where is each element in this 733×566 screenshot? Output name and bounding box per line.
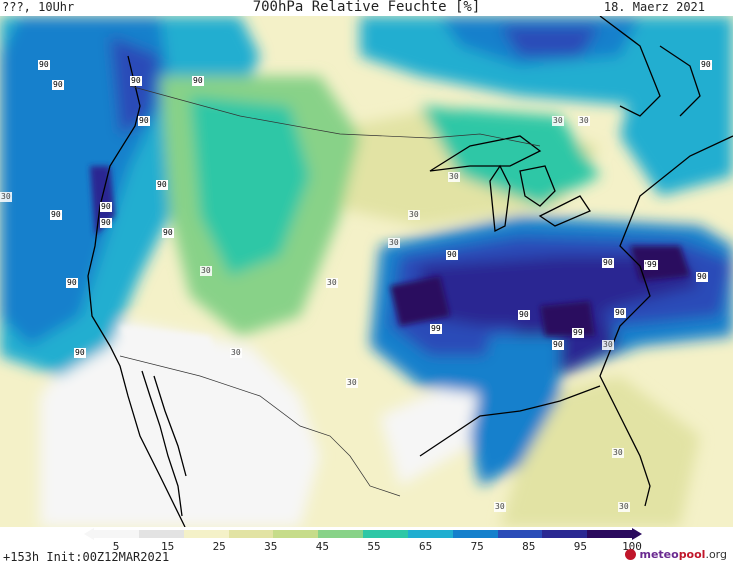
isoline-value-label: 90	[156, 180, 168, 190]
isoline-value-label: 30	[326, 278, 338, 288]
isoline-value-label: 30	[230, 348, 242, 358]
st-lawrence	[599, 16, 661, 117]
colorbar-tick-label: 25	[212, 540, 226, 553]
lake-erie	[538, 195, 591, 227]
maritimes	[659, 45, 701, 117]
colorbar-tick-label: 95	[573, 540, 588, 553]
colorbar-swatch	[318, 530, 364, 538]
baja-coast	[141, 370, 183, 517]
humidity-field	[0, 16, 733, 527]
colorbar-swatch	[587, 530, 633, 538]
lake-huron	[519, 165, 556, 207]
colorbar-tick-label: 5	[112, 540, 120, 553]
lake-superior	[429, 135, 542, 172]
logo-tld: .org	[705, 548, 727, 561]
isoline-value-label: 99	[572, 328, 584, 338]
colorbar-tick-label: 45	[315, 540, 330, 553]
colorbar-tick-label: 85	[522, 540, 536, 553]
isoline-value-label: 90	[192, 76, 204, 86]
us-canada-border	[129, 85, 541, 147]
colorbar-tick-label: 55	[367, 540, 381, 553]
colorbar	[84, 528, 642, 540]
isoline-value-label: 90	[518, 310, 530, 320]
isoline-value-label: 30	[346, 378, 358, 388]
moisture-detail	[90, 166, 690, 376]
colorbar-tick-label: 15	[160, 540, 175, 553]
atlantic-coastline	[599, 135, 733, 507]
isoline-value-label: 99	[646, 260, 658, 270]
map-title: 700hPa Relative Feuchte [%]	[252, 0, 481, 15]
isoline-value-label: 90	[74, 348, 86, 358]
isoline-value-label: 90	[162, 228, 174, 238]
isoline-value-label: 90	[50, 210, 62, 220]
isoline-value-label: 90	[52, 80, 64, 90]
colorbar-tick-label: 65	[418, 540, 433, 553]
isoline-value-label: 90	[66, 278, 78, 288]
isoline-value-label: 90	[38, 60, 50, 70]
logo-brand-a: meteo	[639, 548, 679, 561]
gulf-coastline	[419, 385, 601, 457]
pacific-coastline	[87, 55, 186, 527]
coastlines	[87, 16, 733, 527]
meteopool-logo[interactable]: meteopool.org	[625, 548, 727, 561]
colorbar-swatch	[94, 530, 140, 538]
colorbar-swatch	[542, 530, 588, 538]
gulf-of-california	[153, 375, 187, 477]
colorbar-ticks: 5 15 25 35 45 55 65 75 85 95 100	[94, 540, 642, 554]
logo-icon	[625, 549, 637, 560]
lake-michigan	[489, 164, 511, 233]
us-mexico-border	[119, 355, 401, 497]
isoline-value-label: 30	[602, 340, 614, 350]
logo-brand-b: pool	[678, 548, 706, 561]
isoline-value-label: 90	[100, 218, 112, 228]
isoline-value-label: 30	[200, 266, 212, 276]
isoline-value-label: 30	[552, 116, 564, 126]
colorbar-swatch	[407, 530, 454, 538]
colorbar-low-arrow	[84, 528, 94, 540]
isoline-value-label: 30	[612, 448, 624, 458]
colorbar-tick-label: 75	[470, 540, 484, 553]
isoline-value-label: 30	[408, 210, 420, 220]
isoline-value-label: 90	[696, 272, 708, 282]
valid-day-label: ???, 10Uhr	[2, 0, 75, 14]
colorbar-swatch	[273, 530, 319, 538]
isoline-value-label: 30	[0, 192, 12, 202]
borders	[119, 85, 541, 497]
isoline-value-label: 90	[602, 258, 614, 268]
isoline-value-label: 90	[446, 250, 458, 260]
isoline-value-label: 30	[494, 502, 506, 512]
colorbar-swatch	[452, 530, 498, 538]
isoline-value-label: 30	[618, 502, 630, 512]
forecast-date: 18. Maerz 2021	[603, 0, 705, 14]
moisture-shading	[0, 16, 733, 527]
isoline-value-label: 30	[448, 172, 460, 182]
isoline-value-label: 90	[614, 308, 626, 318]
isoline-value-label: 90	[552, 340, 564, 350]
colorbar-high-arrow	[632, 528, 642, 540]
colorbar-swatch	[183, 530, 229, 538]
colorbar-swatch	[363, 530, 409, 538]
colorbar-swatch	[138, 530, 185, 538]
colorbar-swatch	[497, 530, 543, 538]
isoline-value-label: 99	[430, 324, 442, 334]
colorbar-swatch	[228, 530, 274, 538]
isoline-value-label: 90	[130, 76, 142, 86]
isoline-value-label: 90	[100, 202, 112, 212]
isoline-value-label: 30	[388, 238, 400, 248]
isoline-value-label: 30	[578, 116, 590, 126]
isoline-value-label: 90	[700, 60, 712, 70]
isoline-value-label: 90	[138, 116, 150, 126]
run-info: +153h Init:00Z12MAR2021	[3, 550, 170, 564]
humidity-map[interactable]: 9090909090909090909090909090909090909090…	[0, 16, 733, 527]
colorbar-tick-label: 35	[264, 540, 278, 553]
